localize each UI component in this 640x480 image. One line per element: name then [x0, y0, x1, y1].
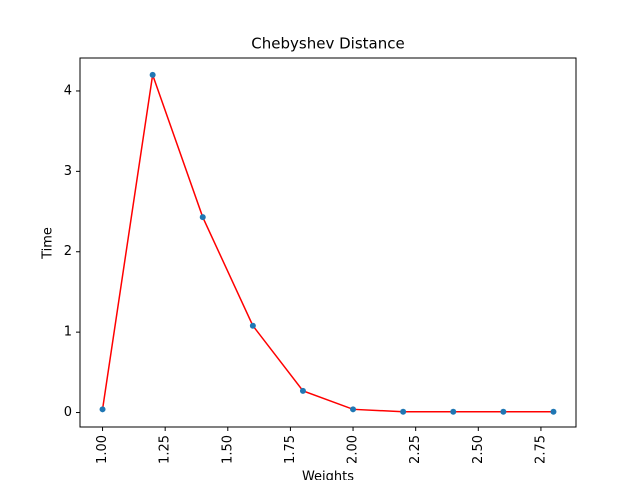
point: [400, 408, 407, 415]
point: [350, 406, 357, 413]
x-axis-label: Weights: [302, 470, 354, 480]
y-tick-label: 3: [64, 164, 72, 179]
point: [149, 71, 156, 78]
x-tick-label: 1.50: [220, 435, 235, 464]
line: [101, 74, 554, 413]
x-tick-label: 1.75: [283, 435, 298, 464]
x-tick-label: 2.00: [346, 435, 361, 464]
x-tick-label: 1.25: [158, 435, 173, 464]
point: [550, 408, 557, 415]
point: [199, 214, 206, 221]
point: [299, 387, 306, 394]
x-tick-label: 2.50: [471, 435, 486, 464]
point: [249, 322, 256, 329]
y-tick-label: 2: [64, 244, 72, 259]
point: [450, 408, 457, 415]
x-tick-label: 2.25: [408, 435, 423, 464]
y-tick-label: 1: [64, 325, 72, 340]
x-tick-label: 1.00: [95, 435, 110, 464]
point: [500, 408, 507, 415]
point: [99, 406, 106, 413]
y-tick-label: 4: [64, 83, 72, 98]
plot-frame: [79, 57, 577, 428]
chart-title: Chebyshev Distance: [251, 35, 404, 53]
y-tick-label: 0: [64, 405, 72, 420]
x-tick-label: 2.75: [533, 435, 548, 464]
y-axis-label: Time: [41, 227, 56, 260]
